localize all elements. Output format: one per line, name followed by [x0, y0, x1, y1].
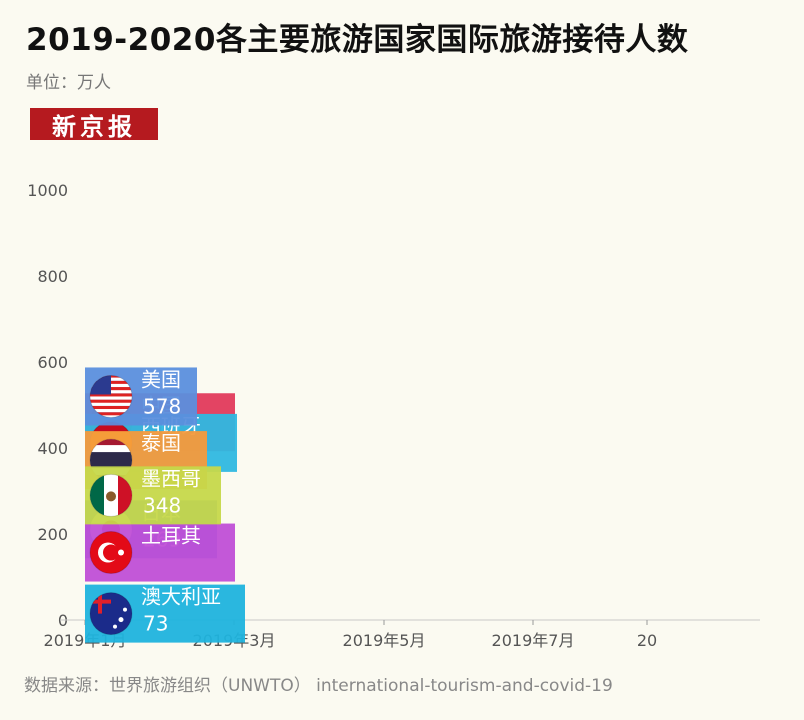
x-tick-label: 2019年5月 — [343, 631, 426, 650]
y-tick-label: 200 — [37, 525, 68, 544]
bar-label: 墨西哥 — [141, 466, 201, 490]
bar-item: 土耳其 — [85, 523, 235, 582]
flag-border — [89, 592, 133, 636]
flag-border — [89, 473, 133, 517]
y-tick-label: 800 — [37, 267, 68, 286]
bar-item: 澳大利亚 73 — [85, 584, 245, 643]
newspaper-logo: 新京报 — [30, 108, 158, 141]
bar-label: 澳大利亚 — [141, 585, 221, 609]
chart-subtitle: 单位：万人 — [26, 73, 111, 93]
bar-value-label: 578 — [143, 394, 181, 418]
bar-label: 美国 — [141, 367, 181, 391]
x-tick-label: 20 — [637, 631, 657, 650]
flag-border — [89, 531, 133, 575]
bar-label: 泰国 — [141, 431, 181, 455]
x-tick-label: 2019年7月 — [492, 631, 575, 650]
y-tick-label: 600 — [37, 353, 68, 372]
australia-flag-icon — [90, 592, 132, 635]
bar-item: 美国 578 — [85, 367, 197, 426]
turkey-flag-icon — [90, 531, 132, 574]
y-tick-label: 1000 — [27, 181, 68, 200]
bar-value-label: 348 — [143, 493, 181, 517]
flag-border — [89, 374, 133, 418]
bar-value-label: 73 — [143, 612, 168, 636]
mexico-flag-icon — [90, 474, 132, 517]
bar-item: 墨西哥 348 — [85, 466, 221, 525]
y-tick-label: 400 — [37, 439, 68, 458]
data-source: 数据来源：世界旅游组织（UNWTO） international-tourism… — [24, 676, 613, 696]
chart-title: 2019-2020各主要旅游国家国际旅游接待人数 — [26, 22, 689, 58]
bars-group: 中国518西班牙泰国日本269土耳其美国578墨西哥348澳大利亚73 — [85, 367, 245, 643]
bar-label: 土耳其 — [141, 524, 201, 548]
